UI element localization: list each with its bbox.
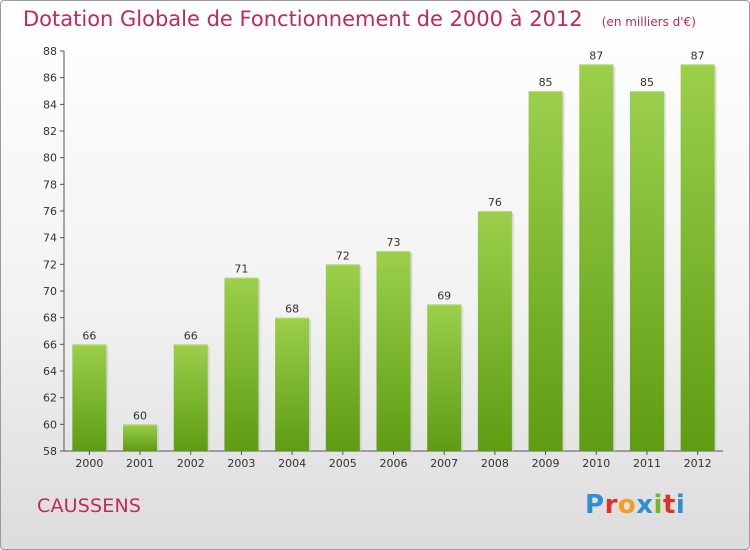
y-tick-label: 60 [43, 418, 57, 431]
bar [224, 277, 259, 451]
bar-value-label: 72 [336, 249, 350, 262]
y-tick-label: 58 [43, 445, 57, 458]
bar-value-label: 73 [387, 236, 401, 249]
y-tick-label: 68 [43, 312, 57, 325]
bar-value-label: 76 [488, 196, 502, 209]
logo-letter: o [617, 490, 637, 520]
x-tick-label: 2009 [532, 457, 560, 470]
x-tick-label: 2005 [329, 457, 357, 470]
x-tick-label: 2011 [633, 457, 661, 470]
y-tick-label: 76 [43, 205, 57, 218]
bar-value-label: 60 [133, 409, 147, 422]
x-tick-label: 2004 [278, 457, 306, 470]
bar [528, 91, 563, 451]
x-tick-label: 2010 [582, 457, 610, 470]
x-tick-label: 2000 [75, 457, 103, 470]
logo-letter: r [604, 490, 618, 520]
bar-value-label: 71 [234, 263, 248, 276]
chart-bars [72, 64, 717, 452]
bar [376, 251, 411, 451]
x-tick-label: 2012 [684, 457, 712, 470]
y-tick-label: 70 [43, 285, 57, 298]
y-tick-label: 82 [43, 125, 57, 138]
x-tick-label: 2001 [126, 457, 154, 470]
y-tick-label: 86 [43, 72, 57, 85]
chart-title: Dotation Globale de Fonctionnement de 20… [23, 7, 583, 31]
x-tick-label: 2002 [177, 457, 205, 470]
y-tick-label: 88 [43, 45, 57, 58]
chart-axes: 58 60 62 64 66 68 70 72 74 76 78 80 82 84 86 88 2000 2001… [43, 45, 723, 470]
bar [680, 64, 715, 452]
bar-value-label: 85 [539, 76, 553, 89]
bar [325, 264, 360, 451]
bar-value-label: 69 [437, 289, 451, 302]
bar [275, 317, 310, 451]
bar [72, 344, 107, 451]
y-tick-label: 80 [43, 152, 57, 165]
commune-name: CAUSSENS [37, 495, 142, 517]
logo-letter: P [585, 490, 605, 520]
bar [477, 211, 512, 451]
bar-value-label: 87 [691, 49, 705, 62]
chart-value-labels: 66 60 66 71 68 72 73 69 76 85 87 85 87 [82, 49, 704, 422]
x-tick-label: 2007 [430, 457, 458, 470]
x-tick-label: 2003 [227, 457, 255, 470]
title-row: Dotation Globale de Fonctionnement de 20… [23, 7, 696, 31]
bar-value-label: 85 [640, 76, 654, 89]
y-tick-label: 64 [43, 365, 57, 378]
y-tick-label: 74 [43, 232, 57, 245]
bar [173, 344, 208, 451]
logo-letter: i [653, 490, 663, 520]
y-tick-label: 62 [43, 392, 57, 405]
bar-value-label: 66 [82, 329, 96, 342]
proxiti-logo: Proxiti [585, 490, 685, 520]
y-tick-label: 78 [43, 178, 57, 191]
bar [629, 91, 664, 451]
bar-value-label: 87 [589, 49, 603, 62]
bar-value-label: 68 [285, 303, 299, 316]
y-tick-label: 72 [43, 258, 57, 271]
y-tick-label: 66 [43, 338, 57, 351]
bar [123, 424, 158, 451]
logo-letter: t [662, 490, 676, 520]
x-tick-label: 2008 [481, 457, 509, 470]
bar-value-label: 66 [184, 329, 198, 342]
x-tick-label: 2006 [380, 457, 408, 470]
chart-unit-subtitle: (en milliers d'€) [601, 15, 696, 29]
logo-letter: x [636, 490, 654, 520]
y-tick-label: 84 [43, 98, 57, 111]
logo-letter: i [675, 490, 686, 520]
bar [579, 64, 614, 452]
bar [427, 304, 462, 451]
